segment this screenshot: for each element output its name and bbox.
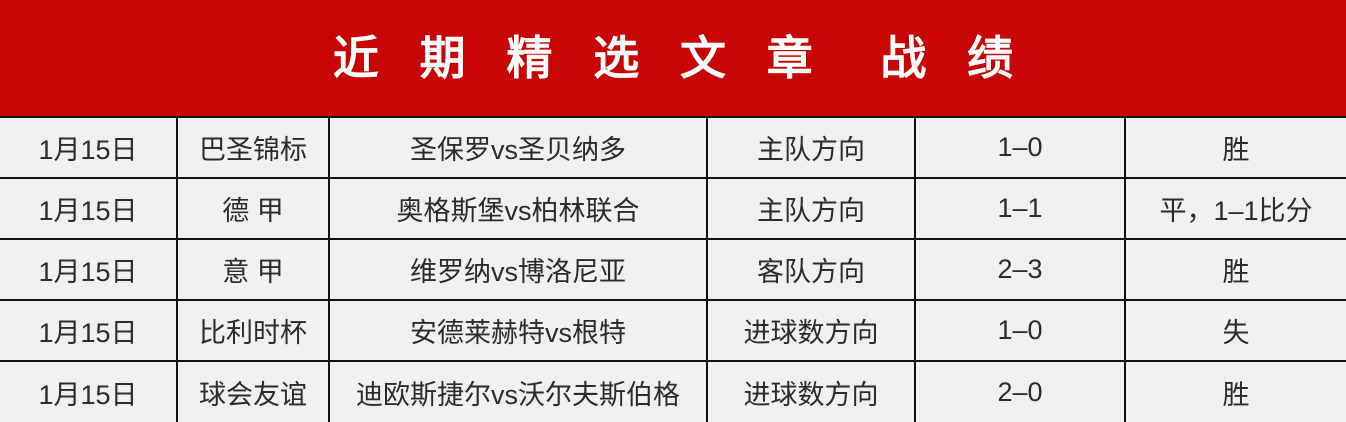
- cell-result: 失: [1124, 299, 1346, 362]
- cell-direction: 主队方向: [706, 116, 916, 179]
- cell-direction: 主队方向: [706, 177, 916, 240]
- cell-date: 1月15日: [0, 299, 178, 362]
- cell-league: 比利时杯: [176, 299, 330, 362]
- results-table-body: 1月15日 巴圣锦标 圣保罗vs圣贝纳多 主队方向 1–0 胜 1月15日 德 …: [0, 116, 1346, 422]
- table-row: 1月15日 德 甲 奥格斯堡vs柏林联合 主队方向 1–1 平，1–1比分: [0, 177, 1346, 240]
- header-banner: 近 期 精 选 文 章 战 绩: [0, 0, 1346, 116]
- cell-score: 1–0: [914, 299, 1126, 362]
- cell-league: 德 甲: [176, 177, 330, 240]
- table-row: 1月15日 比利时杯 安德莱赫特vs根特 进球数方向 1–0 失: [0, 299, 1346, 362]
- cell-score: 2–0: [914, 360, 1126, 422]
- page-title: 近 期 精 选 文 章 战 绩: [332, 32, 1028, 84]
- cell-league: 意 甲: [176, 238, 330, 301]
- cell-date: 1月15日: [0, 116, 178, 179]
- cell-result: 胜: [1124, 238, 1346, 301]
- cell-league: 巴圣锦标: [176, 116, 330, 179]
- cell-match: 圣保罗vs圣贝纳多: [328, 116, 708, 179]
- cell-score: 2–3: [914, 238, 1126, 301]
- cell-result: 胜: [1124, 116, 1346, 179]
- cell-match: 奥格斯堡vs柏林联合: [328, 177, 708, 240]
- cell-match: 安德莱赫特vs根特: [328, 299, 708, 362]
- cell-score: 1–1: [914, 177, 1126, 240]
- cell-result: 平，1–1比分: [1124, 177, 1346, 240]
- cell-league: 球会友谊: [176, 360, 330, 422]
- cell-match: 维罗纳vs博洛尼亚: [328, 238, 708, 301]
- table-row: 1月15日 巴圣锦标 圣保罗vs圣贝纳多 主队方向 1–0 胜: [0, 116, 1346, 179]
- cell-direction: 进球数方向: [706, 360, 916, 422]
- cell-result: 胜: [1124, 360, 1346, 422]
- cell-date: 1月15日: [0, 238, 178, 301]
- table-row: 1月15日 球会友谊 迪欧斯捷尔vs沃尔夫斯伯格 进球数方向 2–0 胜: [0, 360, 1346, 422]
- cell-match: 迪欧斯捷尔vs沃尔夫斯伯格: [328, 360, 708, 422]
- table-row: 1月15日 意 甲 维罗纳vs博洛尼亚 客队方向 2–3 胜: [0, 238, 1346, 301]
- cell-direction: 客队方向: [706, 238, 916, 301]
- cell-date: 1月15日: [0, 177, 178, 240]
- cell-date: 1月15日: [0, 360, 178, 422]
- results-table: 1月15日 巴圣锦标 圣保罗vs圣贝纳多 主队方向 1–0 胜 1月15日 德 …: [0, 116, 1346, 422]
- cell-score: 1–0: [914, 116, 1126, 179]
- cell-direction: 进球数方向: [706, 299, 916, 362]
